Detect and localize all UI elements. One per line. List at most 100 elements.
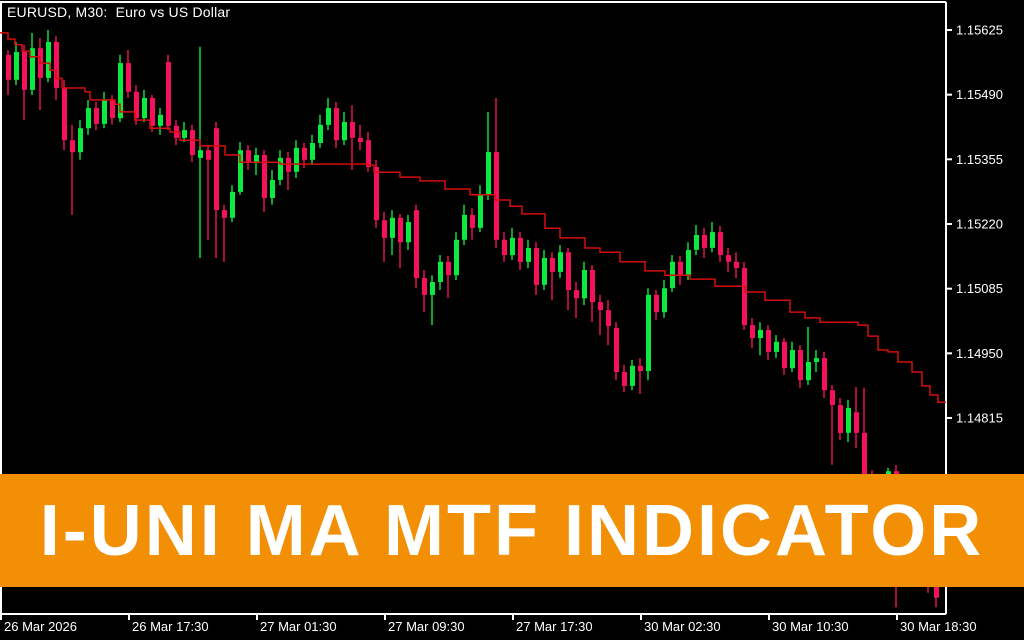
candle-body: [702, 235, 707, 248]
candle-body: [566, 252, 571, 291]
time-axis-label: 27 Mar 17:30: [516, 619, 593, 634]
candle-body: [750, 325, 755, 338]
time-axis-label: 30 Mar 18:30: [900, 619, 977, 634]
candle-body: [934, 583, 939, 598]
candle-body: [134, 91, 139, 119]
time-axis-label: 30 Mar 10:30: [772, 619, 849, 634]
candle-body: [190, 130, 195, 155]
candle-body: [182, 130, 187, 138]
candle-body: [318, 124, 323, 143]
candle-body: [526, 248, 531, 262]
candle-body: [366, 140, 371, 167]
candle-body: [238, 150, 243, 192]
candle-body: [6, 54, 11, 80]
candle-body: [358, 137, 363, 143]
candle-body: [206, 150, 211, 160]
candle-body: [270, 179, 275, 199]
candle-body: [822, 358, 827, 391]
candle-body: [414, 210, 419, 279]
candle-body: [262, 155, 267, 199]
candle-body: [614, 327, 619, 372]
candle-body: [838, 405, 843, 433]
candle-body: [438, 261, 443, 282]
price-axis-label: 1.14815: [956, 411, 1003, 426]
candle-body: [494, 152, 499, 240]
candle-body: [766, 329, 771, 352]
candle-body: [62, 88, 67, 141]
candle-body: [198, 150, 203, 158]
candle-body: [254, 155, 259, 164]
candle-body: [694, 235, 699, 250]
candle-body: [510, 237, 515, 256]
ma-line: [0, 32, 946, 403]
time-axis-label: 30 Mar 02:30: [644, 619, 721, 634]
time-axis-label: 27 Mar 01:30: [260, 619, 337, 634]
candle-body: [374, 167, 379, 221]
candle-body: [646, 294, 651, 372]
time-axis-label: 26 Mar 17:30: [132, 619, 209, 634]
candle-body: [446, 261, 451, 276]
candle-body: [806, 362, 811, 381]
candle-body: [454, 239, 459, 276]
candle-body: [590, 270, 595, 303]
price-axis-label: 1.15625: [956, 23, 1003, 38]
candle-body: [574, 290, 579, 299]
price-axis-label: 1.15355: [956, 152, 1003, 167]
candle-body: [662, 288, 667, 313]
candle-body: [302, 147, 307, 160]
candle-body: [486, 152, 491, 195]
candle-body: [606, 310, 611, 326]
candle-body: [230, 191, 235, 218]
candle-body: [534, 248, 539, 285]
candle-body: [710, 232, 715, 248]
candle-body: [622, 372, 627, 386]
price-axis-label: 1.15490: [956, 87, 1003, 102]
candle-body: [86, 108, 91, 129]
candle-body: [22, 52, 27, 90]
candle-body: [598, 302, 603, 311]
candle-body: [542, 258, 547, 285]
candle-body: [54, 42, 59, 88]
candle-body: [638, 365, 643, 372]
candle-body: [470, 214, 475, 228]
candle-body: [310, 143, 315, 160]
candle-body: [814, 358, 819, 362]
candle-body: [118, 63, 123, 119]
candle-body: [14, 52, 19, 80]
candle-body: [862, 432, 867, 477]
candle-body: [350, 122, 355, 138]
chart-symbol-title: EURUSD, M30: Euro vs US Dollar: [7, 4, 231, 20]
candle-body: [326, 108, 331, 125]
time-axis-label: 27 Mar 09:30: [388, 619, 465, 634]
candle-body: [126, 63, 131, 92]
candle-body: [430, 282, 435, 295]
price-axis-label: 1.14950: [956, 346, 1003, 361]
candle-body: [550, 258, 555, 272]
candle-body: [382, 220, 387, 238]
candle-body: [462, 214, 467, 240]
candle-body: [758, 329, 763, 338]
promo-banner-text: I-UNI MA MTF INDICATOR: [39, 490, 985, 571]
candle-body: [78, 128, 83, 153]
candle-body: [158, 114, 163, 126]
candle-body: [518, 237, 523, 262]
candle-body: [246, 150, 251, 164]
price-axis-label: 1.15220: [956, 217, 1003, 232]
candle-body: [390, 217, 395, 238]
candle-body: [686, 249, 691, 276]
candle-body: [742, 268, 747, 326]
candle-body: [222, 210, 227, 218]
candle-body: [678, 261, 683, 276]
candle-body: [790, 350, 795, 369]
candle-body: [654, 294, 659, 313]
candle-body: [94, 108, 99, 124]
candle-body: [774, 341, 779, 352]
candle-body: [334, 108, 339, 141]
candle-body: [398, 217, 403, 243]
candle-body: [502, 239, 507, 256]
time-axis-label: 26 Mar 2026: [4, 619, 77, 634]
price-axis-label: 1.15085: [956, 281, 1003, 296]
candle-body: [278, 157, 283, 180]
candle-body: [150, 98, 155, 126]
